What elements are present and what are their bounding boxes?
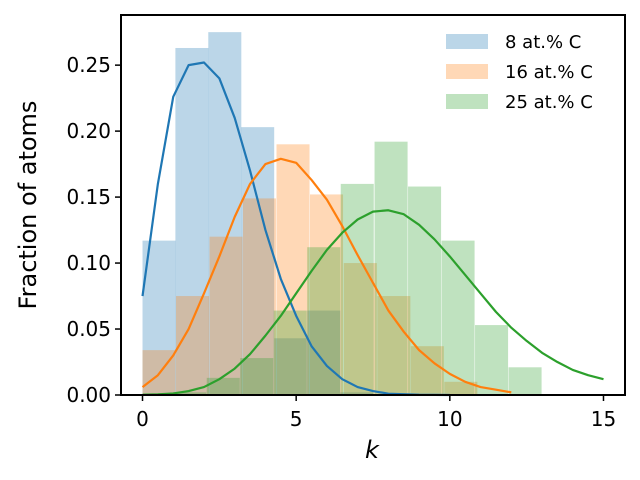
bar-series3-bin5 [307,247,341,395]
bar-series1-bin2 [175,47,209,396]
fit-curve-series-1 [141,61,450,397]
bar-series1-bin6 [307,310,341,395]
x-tick-label-1: 0 [136,407,149,431]
bar-series2-bin8 [377,296,411,395]
histogram-bars [142,32,542,396]
plot-frame [120,14,626,396]
legend-swatch-2 [446,64,488,79]
bar-series3-bin7 [374,141,408,395]
y-tick-label-2: 0.05 [66,317,111,341]
bar-series2-bin7 [343,263,377,395]
legend-label-3: 25 at.% C [505,92,593,113]
bar-series2-bin2 [176,296,210,395]
bar-series1-bin7 [340,392,374,395]
bar-series2-bin5 [276,144,310,395]
bar-series3-bin10 [475,325,509,395]
x-tick-label-2: 5 [290,407,303,431]
y-tick-label-5: 0.20 [66,119,111,143]
bar-series3-bin1 [173,392,207,395]
bar-series2-bin4 [243,198,277,395]
legend-label-2: 16 at.% C [505,62,593,83]
fit-curve-series-3 [142,209,604,396]
bar-series2-bin3 [209,236,243,395]
x-tick-label-4: 15 [591,407,616,431]
y-axis-ticks: 0.00 0.05 0.10 0.15 0.20 0.25 [66,53,121,407]
fit-curves [141,61,604,397]
y-tick-label-1: 0.00 [66,383,111,407]
bar-series2-bin9 [410,346,444,395]
legend-label-1: 8 at.% C [505,32,581,53]
series-bars-2 [142,144,478,395]
bar-series1-bin1 [142,240,176,395]
bar-series1-bin4 [241,127,275,396]
bar-series3-bin2 [206,377,240,395]
bar-series1-bin5 [274,338,308,395]
x-tick-label-3: 10 [437,407,462,431]
y-tick-label-4: 0.15 [66,185,111,209]
legend-swatch-3 [446,94,488,109]
fit-curve-series-2 [141,157,512,394]
y-axis-label: Fraction of atoms [14,101,42,310]
bar-series2-bin6 [310,194,344,395]
legend: 8 at.% C 16 at.% C 25 at.% C [446,32,593,113]
x-axis-ticks: 0 5 10 15 [136,395,616,431]
bar-series3-bin4 [273,310,307,395]
series-bars-1 [142,32,374,396]
y-tick-label-6: 0.25 [66,53,111,77]
legend-swatch-1 [446,34,488,49]
bar-series2-bin10 [444,381,478,395]
y-tick-label-3: 0.10 [66,251,111,275]
bar-series3-bin3 [240,358,274,395]
x-axis-label: k [365,436,380,464]
bar-series3-bin6 [340,183,374,395]
bar-series3-bin11 [508,367,542,395]
